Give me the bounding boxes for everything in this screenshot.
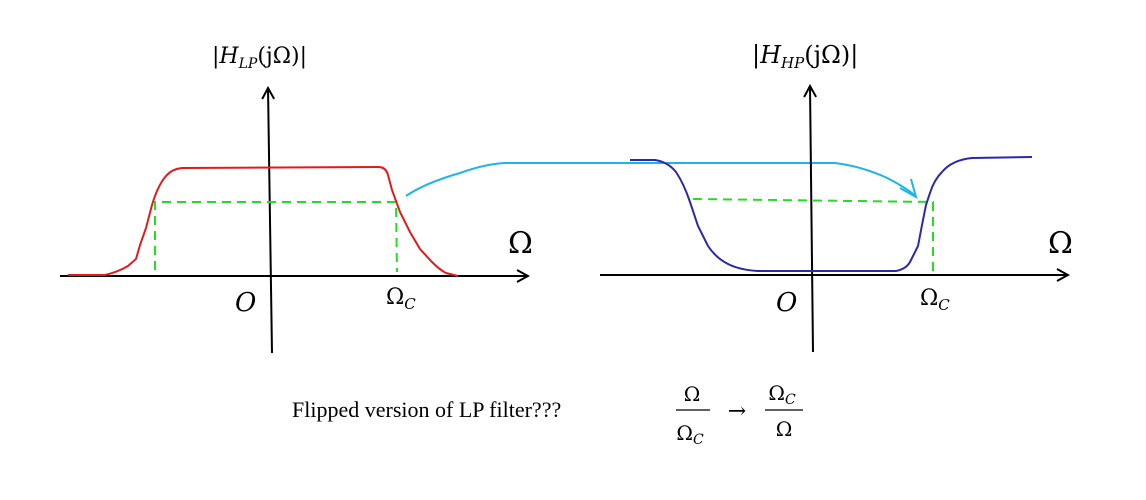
lp-response-curve	[68, 165, 459, 277]
lp-ylabel-h: H	[218, 44, 239, 69]
lp-dashed-guide	[154, 201, 398, 273]
hp-dashed-guide	[692, 198, 934, 272]
caption: Flipped version of LP filter??? Ω ΩC → Ω…	[292, 381, 803, 448]
hp-cutoff-label: ΩC	[920, 286, 950, 314]
lp-x-label: Ω	[508, 226, 533, 261]
lp-y-axis	[268, 88, 272, 354]
hp-ylabel-h: H	[759, 41, 782, 69]
frac1-denominator: ΩC	[676, 421, 704, 448]
lp-cutoff-label: ΩC	[386, 285, 416, 313]
caption-arrow: →	[728, 399, 746, 424]
mapping-arrow	[405, 162, 918, 200]
mapping-arrow-path	[405, 162, 917, 197]
highpass-plot: |HHP(jΩ)| Ω O ΩC	[600, 41, 1073, 353]
hp-response-curve	[630, 156, 1033, 272]
hp-y-axis	[810, 86, 813, 353]
lp-origin-label: O	[235, 288, 256, 318]
mapping-arrow-head	[899, 178, 918, 200]
lowpass-plot: |HLP(jΩ)| Ω O ΩC	[60, 44, 533, 354]
hp-origin-label: O	[776, 288, 797, 318]
hp-x-label: Ω	[1048, 226, 1073, 261]
frac2-numerator: ΩC	[768, 381, 796, 408]
svg-text:|HLP(jΩ)|: |HLP(jΩ)|	[212, 44, 307, 72]
frac2-denominator: Ω	[776, 417, 793, 441]
frac1-numerator: Ω	[684, 382, 701, 406]
caption-text: Flipped version of LP filter???	[292, 397, 561, 422]
svg-text:|HHP(jΩ)|: |HHP(jΩ)|	[752, 41, 858, 72]
